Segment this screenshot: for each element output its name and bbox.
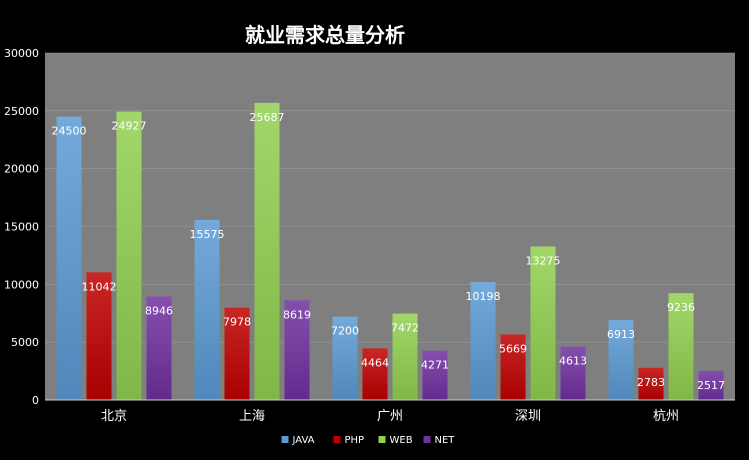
data-label: 13275 <box>526 254 561 267</box>
bar-net <box>560 346 586 400</box>
y-axis-ticks: 0 5000 10000 15000 20000 25000 30000 <box>4 47 39 407</box>
legend-label-java: JAVA <box>292 435 315 446</box>
data-label: 2783 <box>637 376 665 389</box>
x-category-label: 杭州 <box>653 409 679 424</box>
data-label: 6913 <box>607 328 635 341</box>
y-tick-label: 25000 <box>4 105 39 118</box>
data-label: 5669 <box>499 342 527 355</box>
bars <box>56 102 724 401</box>
y-tick-label: 30000 <box>4 47 39 60</box>
bar-net <box>422 350 448 400</box>
y-tick-label: 15000 <box>4 221 39 234</box>
x-axis-categories: 北京 上海 广州 深圳 杭州 <box>101 409 679 424</box>
bar-php <box>500 334 526 400</box>
legend-label-net: NET <box>435 435 456 446</box>
data-label: 2517 <box>697 379 725 392</box>
legend-swatch-net <box>423 436 431 443</box>
chart-title: 就业需求总量分析 <box>245 23 405 47</box>
legend: JAVA PHP WEB NET <box>281 435 456 446</box>
data-label: 8946 <box>145 305 173 318</box>
data-label: 9236 <box>667 301 695 314</box>
bar-java <box>608 320 634 400</box>
data-labels: 24500 11042 24927 8946 15575 7978 25687 8619 720… <box>52 111 726 392</box>
data-label: 4613 <box>559 355 587 368</box>
bar-java <box>194 219 220 400</box>
bar-java <box>332 316 358 400</box>
bar-net <box>284 300 310 400</box>
bar-web <box>392 313 418 400</box>
legend-label-php: PHP <box>345 435 365 446</box>
data-label: 11042 <box>82 280 117 293</box>
data-label: 7978 <box>223 316 251 329</box>
bar-java <box>56 116 82 400</box>
data-label: 4464 <box>361 356 389 369</box>
bar-web <box>668 293 694 400</box>
y-tick-label: 10000 <box>4 278 39 291</box>
legend-label-web: WEB <box>390 435 413 446</box>
data-label: 8619 <box>283 308 311 321</box>
data-label: 7200 <box>331 325 359 338</box>
bar-php <box>362 348 388 400</box>
data-label: 4271 <box>421 359 449 372</box>
bar-net <box>698 370 724 400</box>
data-label: 15575 <box>190 228 225 241</box>
bar-php <box>638 367 664 400</box>
legend-swatch-web <box>378 436 386 443</box>
bar-web <box>530 246 556 400</box>
bar-web <box>116 111 142 400</box>
data-label: 10198 <box>466 290 501 303</box>
x-category-label: 上海 <box>239 409 265 424</box>
x-category-label: 北京 <box>101 409 127 424</box>
bar-php <box>86 272 112 400</box>
bar-php <box>224 307 250 400</box>
legend-swatch-php <box>333 436 341 443</box>
data-label: 25687 <box>250 111 285 124</box>
y-tick-label: 20000 <box>4 163 39 176</box>
bar-net <box>146 296 172 400</box>
bar-java <box>470 282 496 400</box>
data-label: 7472 <box>391 322 419 335</box>
y-tick-label: 5000 <box>11 336 39 349</box>
x-category-label: 广州 <box>377 409 403 424</box>
x-category-label: 深圳 <box>515 409 541 424</box>
data-label: 24500 <box>52 125 87 138</box>
legend-swatch-java <box>281 436 289 443</box>
y-tick-label: 0 <box>32 394 39 407</box>
data-label: 24927 <box>112 120 147 133</box>
bar-web <box>254 102 280 401</box>
